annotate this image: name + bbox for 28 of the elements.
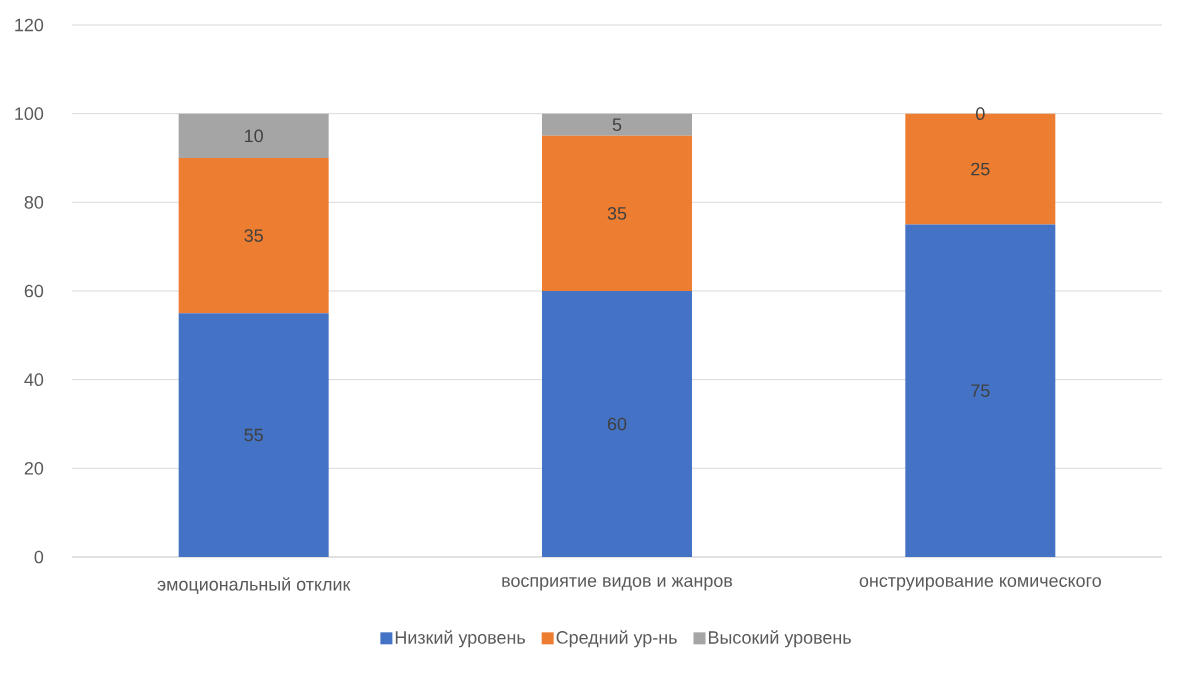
data-label: 5 [612,118,622,131]
y-tick-label: 100 [15,107,44,120]
bar [178,113,329,158]
data-label: 55 [244,428,263,442]
legend-label: Средний ур-нь [556,630,677,648]
bar [905,224,1056,557]
data-label: 75 [971,384,990,397]
y-tick-label: 0 [34,550,44,564]
data-label: 10 [245,129,263,143]
bar [541,135,692,291]
data-label: 35 [244,229,263,242]
legend-label: Высокий уровень [708,630,851,648]
y-tick-label: 80 [24,195,44,209]
y-tick-label: 60 [24,284,44,298]
bar [541,113,692,136]
legend-label: Низкий уровень [395,630,525,648]
y-tick-label: 20 [24,461,44,475]
x-tick-label: эмоциональный отклик [157,577,351,595]
data-label: 60 [607,417,627,431]
bar [541,290,692,557]
data-label: 25 [971,162,990,176]
y-tick-label: 120 [15,18,44,32]
y-tick-label: 40 [24,373,44,386]
x-tick-label: восприятие видов и жанров [502,577,733,591]
bar [178,313,329,557]
data-label: 35 [607,207,627,220]
bar [178,157,329,314]
x-tick-label: онструирование комического [859,577,1101,591]
